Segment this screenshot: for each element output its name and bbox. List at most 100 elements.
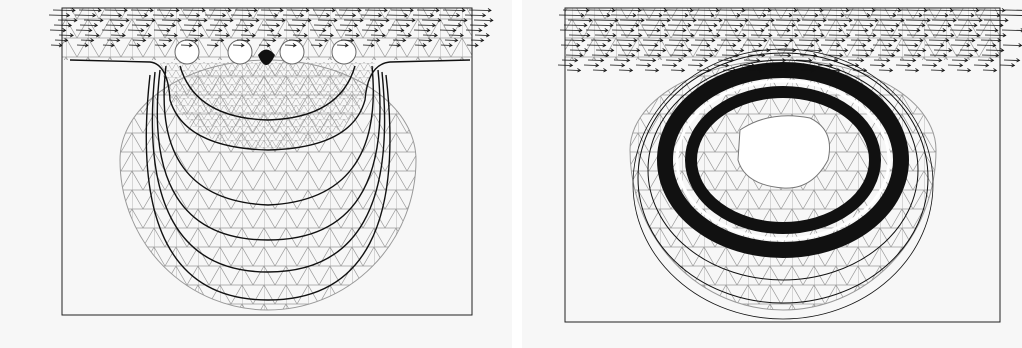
vector-arrow bbox=[231, 28, 249, 33]
vector-arrow bbox=[801, 18, 827, 23]
vector-arrow bbox=[670, 68, 686, 73]
vector-arrow bbox=[57, 18, 78, 23]
vector-arrow bbox=[690, 43, 711, 48]
vector-arrow bbox=[641, 23, 666, 28]
vector-arrow bbox=[714, 13, 741, 18]
domain-border bbox=[564, 7, 1001, 323]
vector-arrow bbox=[827, 18, 853, 23]
vector-arrow bbox=[974, 13, 1001, 18]
vector-arrow bbox=[928, 38, 950, 43]
vector-arrow bbox=[953, 23, 978, 28]
vector-arrow bbox=[620, 33, 643, 38]
vector-arrow bbox=[158, 38, 173, 43]
vector-arrow bbox=[416, 8, 440, 13]
vector-arrow bbox=[825, 53, 844, 58]
vector-arrow bbox=[439, 28, 457, 33]
vector-arrow bbox=[308, 13, 331, 18]
vector-arrow bbox=[921, 63, 938, 68]
vector-arrow bbox=[661, 63, 678, 68]
vector-arrow bbox=[612, 43, 633, 48]
streamline bbox=[179, 65, 356, 121]
vector-arrow bbox=[214, 33, 230, 38]
vector-arrow bbox=[310, 43, 323, 48]
vector-arrow bbox=[76, 43, 89, 48]
vector-arrow bbox=[851, 53, 870, 58]
vector-arrow bbox=[369, 18, 390, 23]
vector-arrow bbox=[668, 38, 690, 43]
vector-arrow bbox=[418, 38, 433, 43]
vector-arrow bbox=[447, 18, 468, 23]
vector-arrow bbox=[958, 33, 981, 38]
vector-arrow bbox=[562, 8, 590, 13]
vector-arrow bbox=[869, 63, 886, 68]
vector-arrow bbox=[287, 23, 307, 28]
vector-arrow bbox=[179, 28, 197, 33]
vector-arrow bbox=[473, 18, 494, 23]
vector-arrow bbox=[206, 43, 219, 48]
vector-arrow bbox=[881, 48, 901, 53]
vector-arrow bbox=[127, 28, 145, 33]
vector-arrow bbox=[896, 13, 923, 18]
vector-arrow bbox=[695, 53, 714, 58]
vector-arrow bbox=[740, 13, 767, 18]
vector-arrow bbox=[824, 38, 846, 43]
vector-arrow bbox=[799, 53, 818, 58]
vector-arrow bbox=[772, 38, 794, 43]
vector-arrow bbox=[930, 68, 946, 73]
vector-arrow bbox=[903, 53, 922, 58]
vector-arrow bbox=[672, 33, 695, 38]
vector-arrow bbox=[240, 33, 256, 38]
vector-arrow bbox=[877, 53, 896, 58]
vector-arrow bbox=[611, 28, 635, 33]
vector-arrow bbox=[976, 43, 997, 48]
vector-arrow bbox=[828, 33, 851, 38]
vector-arrow bbox=[665, 58, 683, 63]
vector-arrow bbox=[979, 23, 1004, 28]
vector-arrow bbox=[100, 13, 123, 18]
vector-arrow bbox=[950, 43, 971, 48]
vector-arrow bbox=[725, 48, 745, 53]
vector-arrow bbox=[947, 63, 964, 68]
vector-arrow bbox=[829, 48, 849, 53]
streamline bbox=[637, 52, 929, 304]
vector-arrow bbox=[131, 23, 151, 28]
vector-arrow bbox=[716, 43, 737, 48]
vector-arrow bbox=[591, 53, 610, 58]
vector-arrow bbox=[689, 28, 713, 33]
vector-arrow bbox=[802, 33, 825, 38]
vector-arrow bbox=[361, 28, 379, 33]
streamlines-left bbox=[69, 59, 471, 301]
vector-arrow bbox=[585, 28, 609, 33]
vector-arrow bbox=[559, 28, 583, 33]
vector-arrow bbox=[855, 48, 875, 53]
vector-arrow bbox=[412, 13, 435, 18]
vector-arrow bbox=[897, 28, 921, 33]
vector-arrow bbox=[746, 38, 768, 43]
vector-arrow bbox=[567, 18, 593, 23]
vector-arrow bbox=[313, 23, 333, 28]
vector-arrow bbox=[79, 23, 99, 28]
vector-arrow bbox=[951, 58, 969, 63]
vector-arrow bbox=[638, 43, 659, 48]
vector-arrow bbox=[343, 18, 364, 23]
vector-arrow bbox=[187, 18, 208, 23]
vector-arrow bbox=[845, 28, 869, 33]
vector-arrow bbox=[362, 43, 375, 48]
vector-arrow bbox=[569, 48, 589, 53]
vector-arrow bbox=[929, 53, 948, 58]
vector-arrow bbox=[959, 48, 979, 53]
vector-arrow bbox=[339, 23, 359, 28]
vector-arrow bbox=[232, 43, 245, 48]
vector-arrow bbox=[975, 28, 999, 33]
vector-arrow bbox=[312, 8, 336, 13]
vector-arrow bbox=[183, 23, 203, 28]
vector-arrow bbox=[344, 33, 360, 38]
vector-arrow bbox=[614, 8, 642, 13]
vector-arrow bbox=[469, 23, 489, 28]
vector-arrow bbox=[846, 43, 867, 48]
vector-arrow bbox=[999, 63, 1016, 68]
vector-arrow bbox=[48, 13, 71, 18]
vector-arrow bbox=[983, 18, 1009, 23]
vector-arrow bbox=[413, 28, 431, 33]
vector-arrow bbox=[744, 8, 772, 13]
